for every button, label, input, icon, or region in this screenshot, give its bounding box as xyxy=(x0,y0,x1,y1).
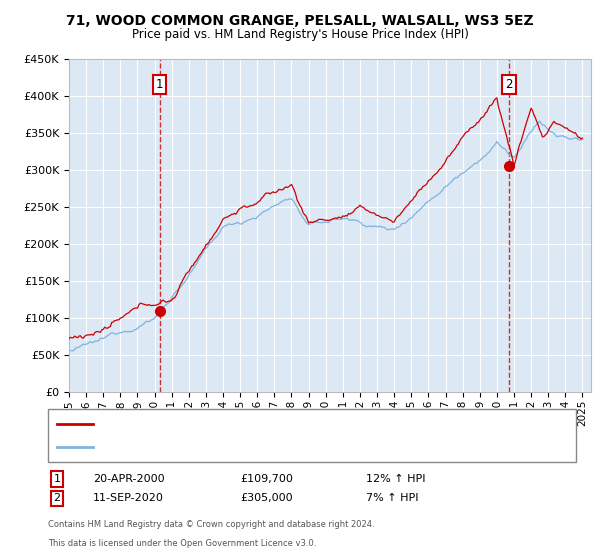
Text: 2: 2 xyxy=(53,493,61,503)
Text: 1: 1 xyxy=(53,474,61,484)
Text: 71, WOOD COMMON GRANGE, PELSALL, WALSALL, WS3 5EZ: 71, WOOD COMMON GRANGE, PELSALL, WALSALL… xyxy=(66,14,534,28)
Text: Price paid vs. HM Land Registry's House Price Index (HPI): Price paid vs. HM Land Registry's House … xyxy=(131,28,469,41)
Text: This data is licensed under the Open Government Licence v3.0.: This data is licensed under the Open Gov… xyxy=(48,539,316,548)
Text: 1: 1 xyxy=(156,78,163,91)
Text: £305,000: £305,000 xyxy=(240,493,293,503)
Text: 2: 2 xyxy=(505,78,512,91)
Text: £109,700: £109,700 xyxy=(240,474,293,484)
Text: HPI: Average price, detached house, Walsall: HPI: Average price, detached house, Wals… xyxy=(99,442,329,452)
Text: 71, WOOD COMMON GRANGE, PELSALL, WALSALL, WS3 5EZ (detached house): 71, WOOD COMMON GRANGE, PELSALL, WALSALL… xyxy=(99,419,508,429)
Text: 20-APR-2000: 20-APR-2000 xyxy=(93,474,164,484)
Text: 12% ↑ HPI: 12% ↑ HPI xyxy=(366,474,425,484)
Text: 7% ↑ HPI: 7% ↑ HPI xyxy=(366,493,419,503)
Text: Contains HM Land Registry data © Crown copyright and database right 2024.: Contains HM Land Registry data © Crown c… xyxy=(48,520,374,529)
Text: 11-SEP-2020: 11-SEP-2020 xyxy=(93,493,164,503)
